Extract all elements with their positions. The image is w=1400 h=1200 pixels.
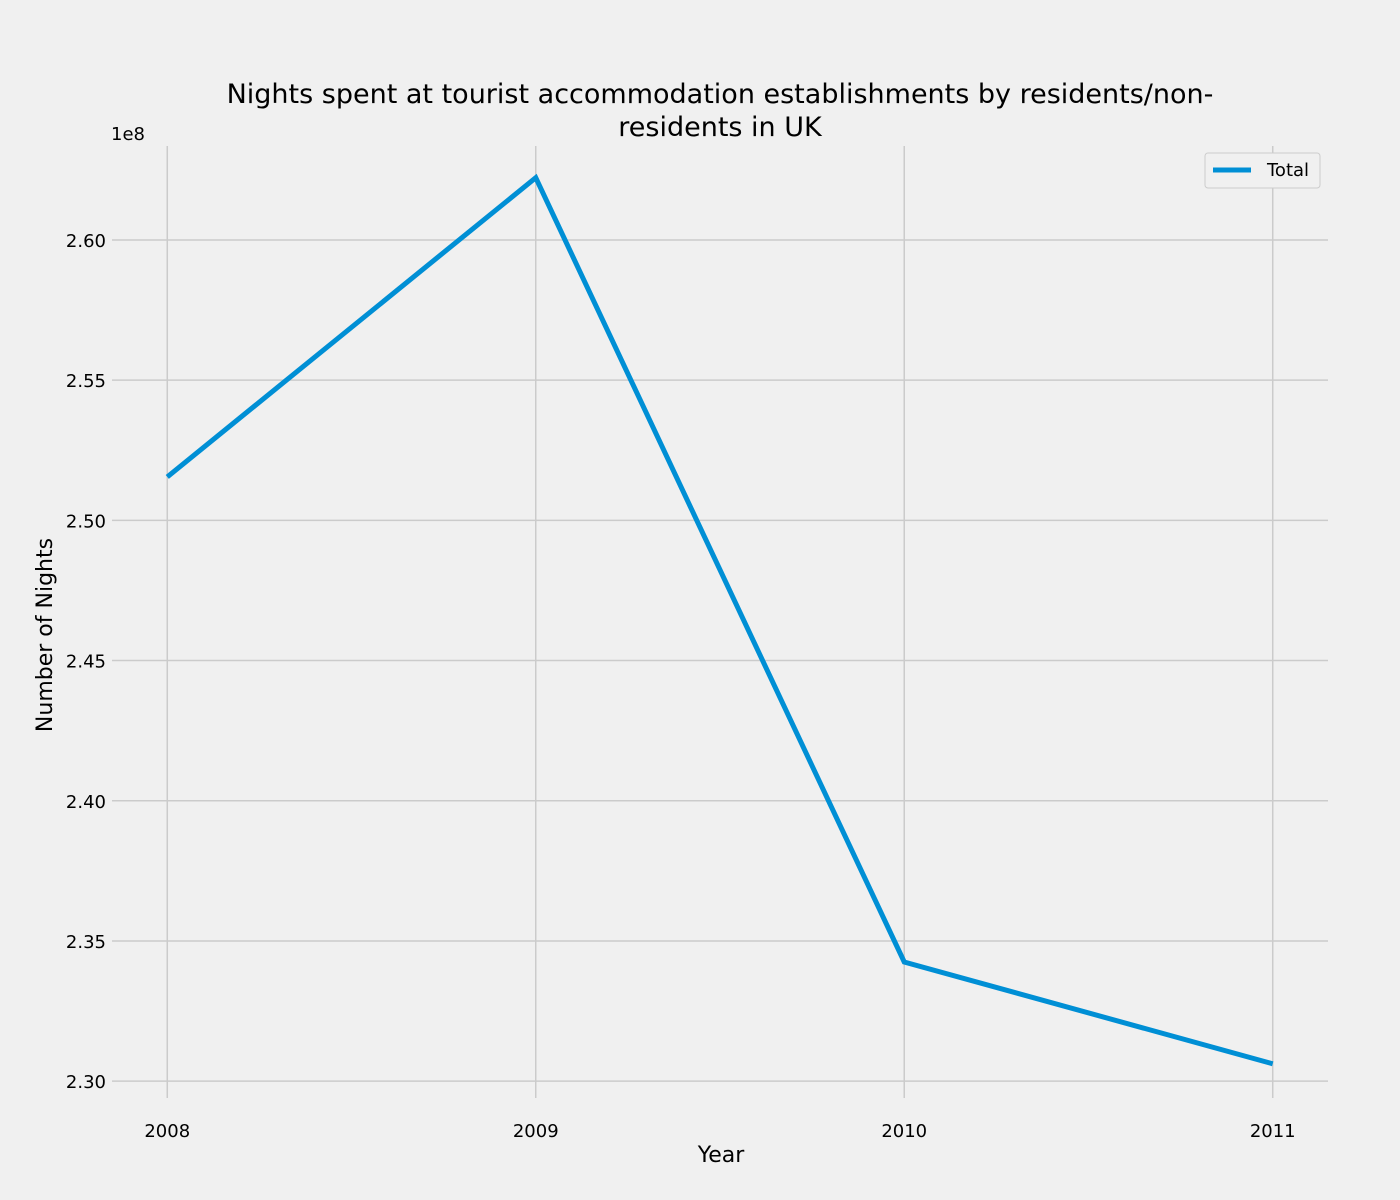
- legend-box: [1204, 152, 1321, 189]
- x-gridlines: [166, 146, 1274, 1098]
- legend-label-total: Total: [1266, 160, 1309, 181]
- x-tick-label: 2010: [881, 1121, 927, 1142]
- x-tick-labels: 2008 2009 2010 2011: [144, 1121, 1295, 1142]
- series-line-total: [165, 173, 1274, 1067]
- x-tick-label: 2009: [513, 1121, 559, 1142]
- y-tick-label: 2.45: [66, 652, 106, 673]
- chart-title-line-2: residents in UK: [618, 112, 823, 143]
- series-layer: [165, 173, 1274, 1067]
- chart-title-line-1: Nights spent at tourist accommodation es…: [227, 79, 1214, 110]
- y-tick-label: 2.40: [66, 792, 106, 813]
- y-gridlines: [112, 239, 1328, 1082]
- y-axis-offset-label: 1e8: [111, 124, 145, 145]
- y-tick-label: 2.50: [66, 511, 106, 532]
- x-axis-label: Year: [697, 1143, 746, 1168]
- x-tick-label: 2011: [1250, 1121, 1296, 1142]
- y-tick-label: 2.55: [66, 371, 106, 392]
- y-tick-label: 2.35: [66, 932, 106, 953]
- y-tick-label: 2.30: [66, 1072, 106, 1093]
- y-tick-label: 2.60: [66, 231, 106, 252]
- legend: Total: [1204, 152, 1321, 189]
- x-tick-label: 2008: [144, 1121, 190, 1142]
- y-tick-labels: 2.30 2.35 2.40 2.45 2.50 2.55 2.60: [66, 231, 106, 1093]
- y-axis-label: Number of Nights: [33, 538, 58, 732]
